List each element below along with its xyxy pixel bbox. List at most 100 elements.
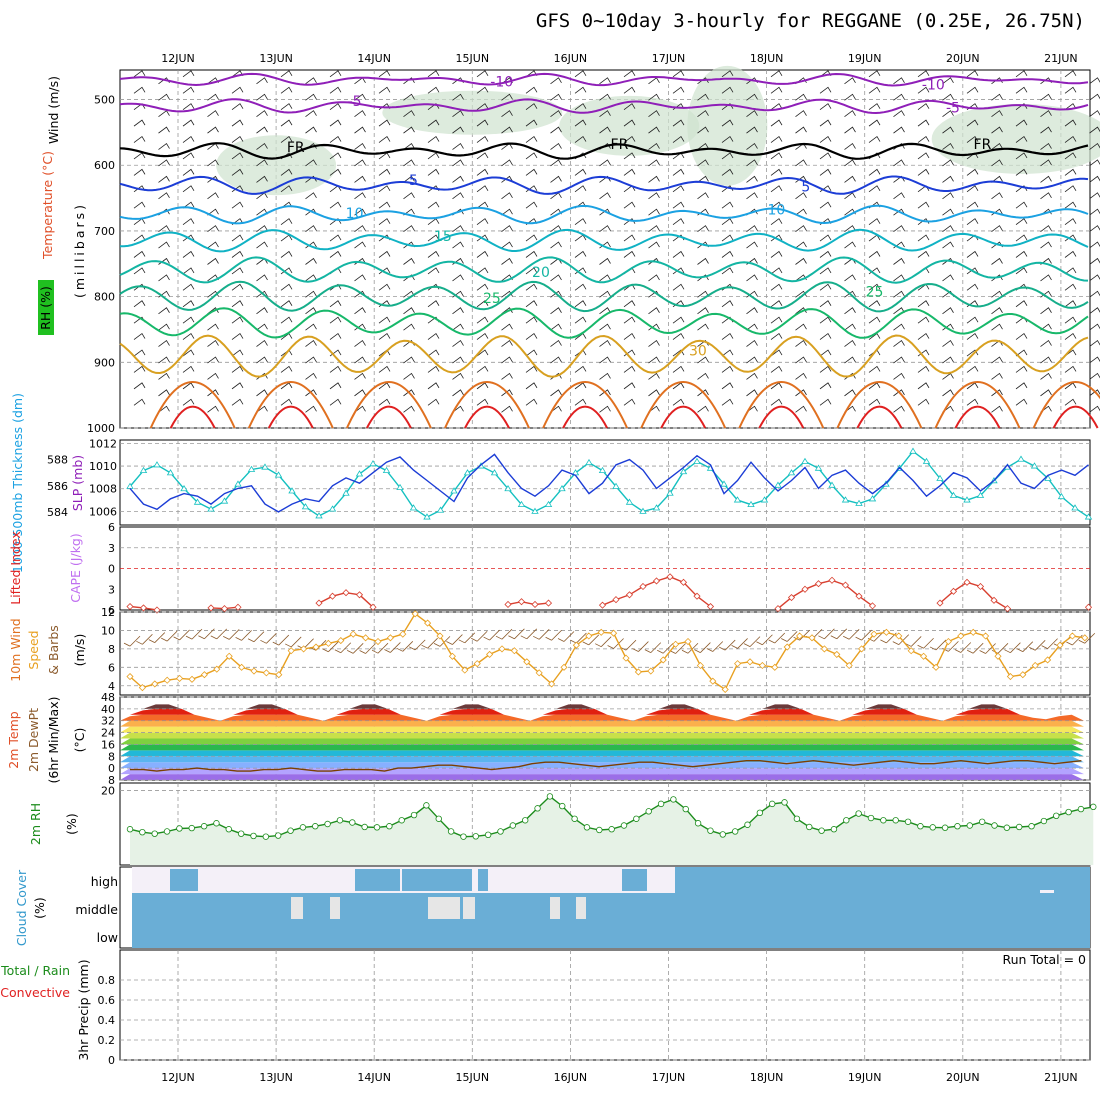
temp-tick-label: 16 [101,738,115,751]
slp-marker [193,498,202,505]
wind-barb [819,152,832,160]
wind-barb [280,250,293,258]
wind-barb [868,103,881,111]
wind-barb [501,323,513,331]
lifted-index-marker [126,602,134,611]
wind-barb [966,365,979,373]
wind-speed-marker [448,652,456,660]
wind-barb [574,283,587,291]
rh-marker [867,814,875,822]
wind-barb [844,241,856,249]
wind-barb [231,333,244,340]
slp-marker [814,464,823,471]
wind-barb-10m [272,634,290,646]
wind-barb [207,405,219,413]
wind-speed-marker [783,643,791,651]
wind-barb [672,168,685,176]
rh-tick-label: 20 [101,784,115,797]
wind-barb [427,168,440,176]
wind-barb [893,323,905,331]
wind-barb-10m [185,628,203,640]
wind-barb [721,333,734,340]
wind-barb [942,274,954,282]
wind-speed-marker [126,672,134,681]
wind-barb [1015,103,1028,111]
wind-barb [133,283,146,291]
wind-barb [182,365,195,373]
wind-barb [917,135,930,143]
day-label-bottom: 12JUN [161,1071,195,1084]
wind-barb-10m [508,628,525,640]
wind-barb [1015,300,1028,308]
wind-barb [256,126,268,134]
wind-barb [599,389,611,397]
wind-barb [574,70,587,78]
wind-barb [795,290,807,298]
rh-marker [620,822,628,829]
slp-marker [679,467,688,475]
wind-barb [158,93,170,101]
wind-barb [623,86,636,94]
wind-barb [868,185,881,193]
temp-tick-label: 32 [101,715,115,728]
slp-marker [247,465,256,472]
wind-speed-marker [486,650,494,658]
wind-barb [1040,356,1052,364]
wind-barb [795,208,807,216]
wind-barb [329,152,342,160]
slp-line [129,450,1089,518]
wind-barb [746,356,758,364]
wind-barb [550,93,562,101]
rh-marker [707,827,714,834]
wind-barb [721,382,734,390]
wind-barb [795,340,807,347]
wind-barb [256,175,268,183]
wind-speed-marker [610,629,618,637]
precip-tick-label: 0 [108,1054,115,1067]
wind-barb [770,185,783,193]
wind-barb [501,241,513,249]
wind-barb [476,333,489,340]
wind-barb [942,372,954,380]
wind-barb [942,93,954,101]
wind-barb [1040,142,1052,150]
wind-barb [746,175,758,183]
rh-marker [941,824,949,831]
wind-barb-10m [1016,641,1034,653]
day-label-top: 14JUN [357,52,391,65]
wind-barb [280,185,293,193]
wind-barb [942,77,954,85]
wind-barb [231,382,244,390]
wind-barb-10m [148,632,166,643]
wind-barb [1089,175,1100,183]
wind-barb [917,201,930,209]
slp-marker [544,500,553,507]
rh-marker [954,823,961,830]
wind-barb [893,225,905,232]
wind-barb [403,175,415,183]
cloud-middle-clear [576,897,586,919]
lifted-index-marker [639,582,647,591]
wind-barb [231,86,244,94]
wind-barb [427,333,440,340]
rh-marker [250,832,257,840]
wind-speed-marker [287,647,295,655]
temperature-band [120,720,1084,727]
wind-barb [942,323,954,331]
rh-shading [687,65,768,186]
wind-speed-marker [994,652,1002,660]
wind-barb [991,274,1003,282]
wind-barb [256,323,268,331]
wind-barb [133,70,146,78]
contour-label: -10 [922,78,945,94]
wind-speed-marker [597,628,605,636]
wind-barb [207,208,219,216]
panel-frame-precip [119,949,1091,1061]
wind-barb [966,70,979,78]
wind-barb-10m [570,632,587,644]
day-label-bottom: 14JUN [357,1071,391,1084]
axis-label-millibars: (millibars) [72,202,87,298]
wind-barb-10m [123,635,141,647]
precip-tick-label: 0.8 [98,974,116,987]
pressure-tick-label: 600 [94,159,115,172]
